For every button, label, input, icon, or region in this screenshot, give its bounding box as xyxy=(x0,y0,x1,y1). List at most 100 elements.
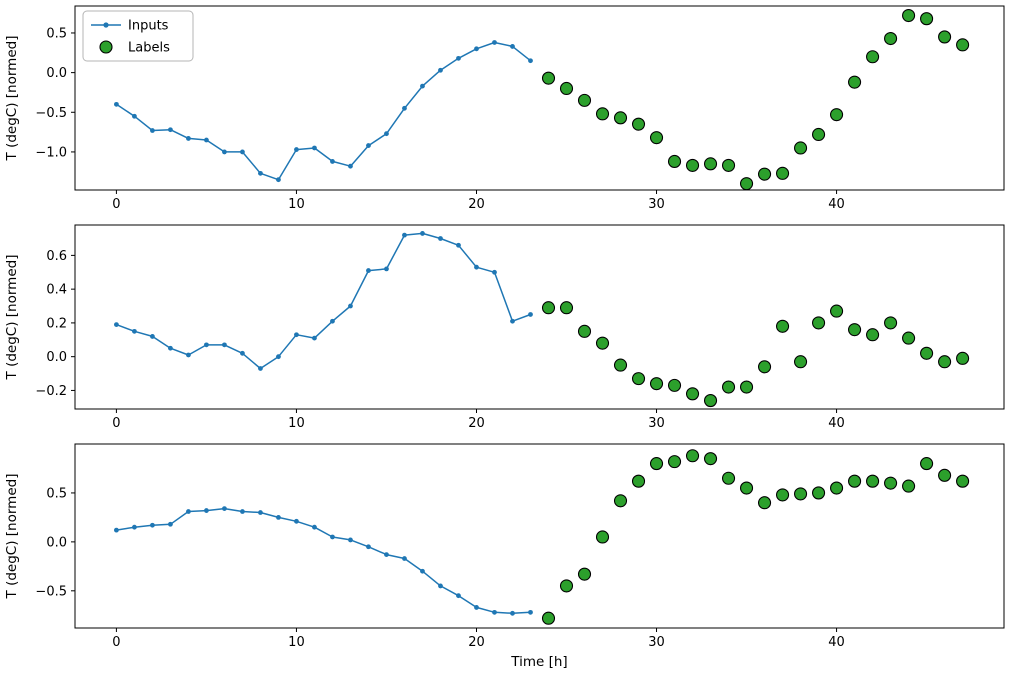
y-axis-label: T (degC) [normed] xyxy=(4,474,20,600)
x-tick-label: 0 xyxy=(112,197,120,212)
inputs-marker xyxy=(330,159,335,164)
labels-marker xyxy=(721,471,736,485)
inputs-marker xyxy=(168,521,173,527)
labels-marker xyxy=(757,360,772,374)
labels-marker xyxy=(649,131,664,145)
labels-marker xyxy=(938,30,952,44)
legend-inputs-marker xyxy=(103,22,109,28)
y-axis-label: T (degC) [normed] xyxy=(4,255,20,381)
x-tick-label: 30 xyxy=(648,197,665,212)
inputs-marker xyxy=(402,232,407,238)
labels-marker xyxy=(577,324,592,338)
labels-marker xyxy=(541,71,556,85)
inputs-marker xyxy=(366,143,371,148)
labels-marker xyxy=(703,157,718,171)
labels-marker xyxy=(776,319,790,333)
inputs-marker xyxy=(528,609,533,615)
inputs-marker xyxy=(150,334,155,339)
inputs-marker xyxy=(132,524,137,530)
inputs-marker xyxy=(186,509,191,514)
inputs-line xyxy=(116,507,531,615)
labels-marker xyxy=(848,323,862,337)
labels-marker xyxy=(884,476,898,490)
inputs-marker xyxy=(510,44,515,49)
legend-labels-marker xyxy=(99,40,113,54)
labels-marker xyxy=(902,479,916,493)
inputs-marker xyxy=(240,149,245,155)
labels-marker xyxy=(884,316,898,330)
inputs-marker xyxy=(204,508,209,513)
inputs-marker xyxy=(222,149,227,155)
labels-marker xyxy=(812,127,826,142)
subplot-bottom: 0 10 20 30 40 0.5 0.0 −0.5 T (degC) [normed] Time… xyxy=(4,443,1005,670)
x-tick-label: 0 xyxy=(112,416,120,431)
inputs-marker xyxy=(294,332,299,338)
labels-marker xyxy=(920,346,934,360)
labels-marker xyxy=(559,81,574,96)
inputs-marker xyxy=(114,527,119,533)
inputs-marker xyxy=(348,303,353,309)
inputs-marker xyxy=(276,354,281,360)
labels-marker xyxy=(685,387,700,401)
labels-marker xyxy=(739,380,754,394)
y-tick-label: 0.5 xyxy=(46,26,67,41)
inputs-marker xyxy=(258,170,263,176)
inputs-marker xyxy=(114,101,119,107)
labels-marker xyxy=(848,474,862,488)
labels-marker xyxy=(685,449,700,463)
inputs-marker xyxy=(312,145,317,151)
labels-marker xyxy=(794,487,808,501)
labels-marker xyxy=(559,301,574,315)
inputs-marker xyxy=(384,552,389,557)
subplot-middle: 0 10 20 30 40 0.6 0.4 0.2 0.0 −0.2 T (degC) [norme… xyxy=(4,224,1005,431)
labels-marker xyxy=(631,372,646,386)
inputs-marker xyxy=(492,269,497,275)
inputs-marker xyxy=(276,177,281,183)
labels-marker xyxy=(920,457,934,471)
labels-marker xyxy=(703,394,718,408)
inputs-marker xyxy=(474,46,479,52)
axes-frame xyxy=(74,224,1005,410)
labels-marker xyxy=(613,494,628,508)
labels-marker xyxy=(757,167,772,181)
inputs-marker xyxy=(366,544,371,550)
labels-marker xyxy=(577,567,592,581)
labels-marker xyxy=(938,355,952,369)
inputs-marker xyxy=(312,335,317,341)
inputs-marker xyxy=(186,352,191,358)
inputs-marker xyxy=(240,350,245,356)
labels-marker xyxy=(757,496,772,510)
labels-marker xyxy=(956,351,970,365)
x-tick-label: 20 xyxy=(468,635,485,650)
inputs-marker xyxy=(438,583,443,589)
labels-marker xyxy=(595,530,610,544)
y-tick-label: −0.2 xyxy=(35,384,67,399)
labels-marker xyxy=(739,481,754,495)
x-tick-label: 40 xyxy=(828,197,845,212)
labels-marker xyxy=(902,8,916,23)
inputs-marker xyxy=(186,136,191,141)
labels-marker xyxy=(559,579,574,593)
inputs-marker xyxy=(492,40,497,45)
y-tick-label: −1.0 xyxy=(35,145,67,160)
x-tick-label: 30 xyxy=(648,635,665,650)
y-tick-label: 0.6 xyxy=(46,249,67,264)
labels-marker xyxy=(631,117,646,131)
inputs-marker xyxy=(420,568,425,574)
inputs-marker xyxy=(456,593,461,599)
y-tick-label: 0.0 xyxy=(46,66,67,81)
labels-marker xyxy=(595,336,610,350)
labels-marker xyxy=(830,304,844,318)
labels-marker xyxy=(667,154,682,168)
labels-marker xyxy=(938,468,952,482)
inputs-marker xyxy=(438,236,443,241)
inputs-marker xyxy=(222,342,227,348)
labels-marker xyxy=(920,12,934,26)
labels-marker xyxy=(956,38,970,52)
y-tick-label: −0.5 xyxy=(35,106,67,121)
inputs-marker xyxy=(294,518,299,524)
subplot-top: 0 10 20 30 40 0.5 0.0 −0.5 −1.0 T (degC) [normed]… xyxy=(4,5,1005,212)
inputs-marker xyxy=(402,556,407,561)
inputs-marker xyxy=(474,264,479,270)
labels-marker xyxy=(541,301,556,315)
